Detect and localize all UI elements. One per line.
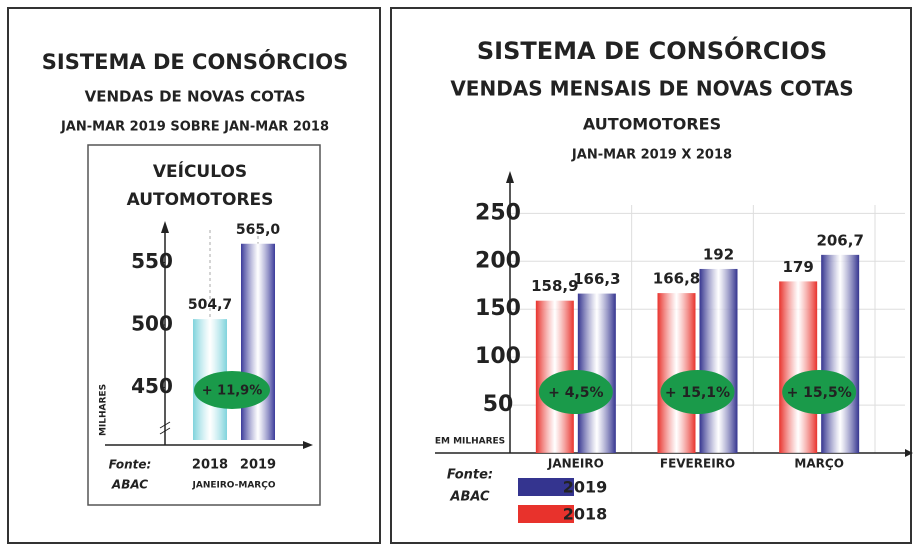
inner-title: AUTOMOTORES bbox=[127, 190, 274, 210]
inner-title: VEÍCULOS bbox=[153, 160, 247, 182]
annotation: + 11,9% bbox=[202, 384, 263, 399]
source: ABAC bbox=[449, 490, 490, 505]
value-label: 166,3 bbox=[573, 270, 620, 288]
subtitle: VENDAS MENSAIS DE NOVAS COTAS bbox=[450, 77, 853, 101]
subtitle: AUTOMOTORES bbox=[583, 115, 721, 134]
annotation: + 4,5% bbox=[548, 385, 603, 401]
arrow bbox=[905, 449, 913, 457]
y-tick-label: 150 bbox=[475, 296, 521, 321]
bar bbox=[241, 243, 275, 440]
bar bbox=[821, 254, 860, 453]
annotation-badge bbox=[538, 370, 613, 414]
x-tick-label: MARÇO bbox=[794, 457, 843, 471]
y-tick-label: 550 bbox=[131, 249, 173, 273]
legend-label: 2018 bbox=[563, 505, 608, 524]
value-label: 158,9 bbox=[531, 277, 578, 295]
value-label: 504,7 bbox=[188, 297, 232, 313]
y-tick-label: 250 bbox=[475, 200, 521, 225]
axis-break bbox=[159, 421, 171, 435]
value-label: 565,0 bbox=[236, 222, 281, 238]
subtitle: JAN-MAR 2019 SOBRE JAN-MAR 2018 bbox=[60, 120, 329, 135]
annotation-badge bbox=[782, 370, 857, 414]
annotation: + 15,5% bbox=[787, 385, 852, 401]
bar bbox=[779, 281, 818, 453]
annotation-badge bbox=[194, 371, 270, 409]
legend-swatch bbox=[518, 505, 574, 523]
title: SISTEMA DE CONSÓRCIOS bbox=[477, 35, 827, 65]
inner-box bbox=[87, 144, 321, 506]
value-label: 192 bbox=[703, 245, 734, 263]
arrow bbox=[506, 171, 514, 183]
value-label: 206,7 bbox=[816, 231, 863, 249]
source: Fonte: bbox=[447, 468, 493, 483]
bar bbox=[699, 268, 738, 453]
annotation: + 15,1% bbox=[665, 385, 730, 401]
arrow bbox=[303, 441, 313, 449]
subtitle: VENDAS DE NOVAS COTAS bbox=[85, 88, 306, 106]
source: Fonte: bbox=[109, 458, 152, 472]
x-tick-label: 2019 bbox=[240, 458, 276, 473]
y-tick-label: 100 bbox=[475, 344, 521, 369]
legend-label: 2019 bbox=[563, 478, 608, 497]
left-panel bbox=[7, 7, 381, 544]
y-label: MILHARES bbox=[99, 384, 109, 436]
y-tick-label: 450 bbox=[131, 374, 173, 398]
source: ABAC bbox=[111, 478, 148, 492]
annotation-badge bbox=[660, 370, 735, 414]
y-label: EM MILHARES bbox=[435, 437, 505, 447]
y-tick-label: 50 bbox=[483, 392, 514, 417]
value-label: 179 bbox=[783, 258, 814, 276]
legend-swatch bbox=[518, 478, 574, 496]
x-tick-label: FEVEREIRO bbox=[660, 457, 735, 471]
y-tick-label: 500 bbox=[131, 312, 173, 336]
x-label: JANEIRO-MARÇO bbox=[192, 481, 276, 491]
title: SISTEMA DE CONSÓRCIOS bbox=[42, 49, 348, 74]
subtitle: JAN-MAR 2019 X 2018 bbox=[571, 148, 732, 163]
value-label: 166,8 bbox=[653, 270, 700, 288]
x-tick-label: JANEIRO bbox=[547, 457, 604, 471]
x-tick-label: 2018 bbox=[192, 458, 228, 473]
y-tick-label: 200 bbox=[475, 248, 521, 273]
arrow bbox=[161, 221, 169, 233]
